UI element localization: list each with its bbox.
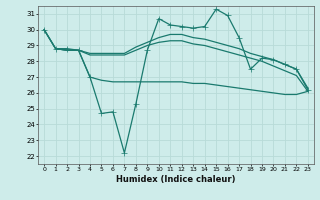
- X-axis label: Humidex (Indice chaleur): Humidex (Indice chaleur): [116, 175, 236, 184]
